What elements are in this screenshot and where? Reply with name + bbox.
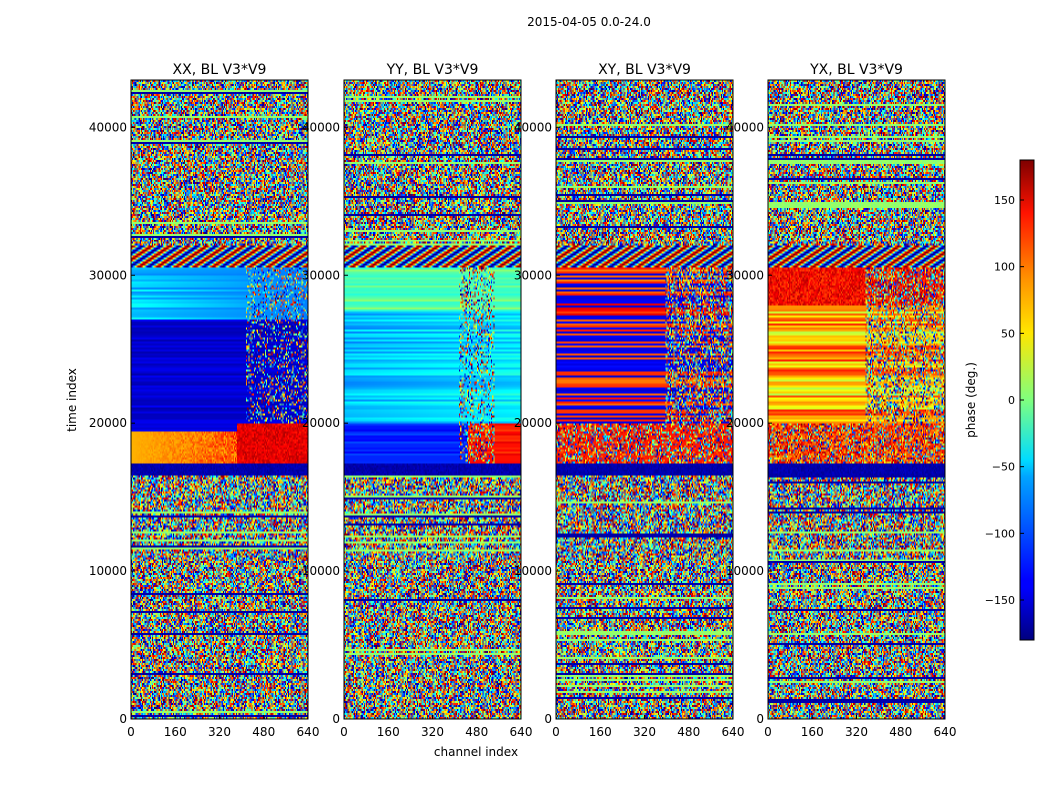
x-tick-label: 480 — [889, 725, 912, 739]
x-tick-label: 320 — [421, 725, 444, 739]
panels-group: XX, BL V3*V9 0 160 320 480 640 0 10000 20000 3000… — [89, 62, 957, 739]
y-tick-label: 20000 — [89, 416, 127, 430]
y-tick-label: 0 — [756, 712, 764, 726]
heatmap-xy — [556, 80, 733, 719]
x-tick-label: 0 — [552, 725, 560, 739]
x-tick-label: 160 — [801, 725, 824, 739]
y-tick-label: 30000 — [514, 268, 552, 282]
x-tick-label: 480 — [677, 725, 700, 739]
y-tick-label: 30000 — [89, 268, 127, 282]
x-tick-label: 640 — [510, 725, 533, 739]
colorbar-tick-label: 150 — [994, 194, 1015, 207]
y-tick-label: 10000 — [89, 564, 127, 578]
y-tick-label: 0 — [544, 712, 552, 726]
colorbar: −150 −100 −50 0 50 100 150 phase (deg.) — [964, 159, 1035, 641]
colorbar-tick-label: 100 — [994, 261, 1015, 274]
y-tick-label: 20000 — [302, 416, 340, 430]
y-tick-label: 40000 — [302, 120, 340, 134]
y-tick-label: 30000 — [726, 268, 764, 282]
x-tick-label: 0 — [340, 725, 348, 739]
colorbar-ticks: −150 −100 −50 0 50 100 150 — [985, 194, 1024, 607]
panel-title: YX, BL V3*V9 — [809, 62, 903, 78]
heatmap-yy — [344, 80, 521, 719]
y-tick-label: 30000 — [302, 268, 340, 282]
y-tick-label: 40000 — [726, 120, 764, 134]
x-tick-label: 160 — [589, 725, 612, 739]
figure-suptitle: 2015-04-05 0.0-24.0 — [527, 15, 651, 29]
y-tick-label: 10000 — [302, 564, 340, 578]
y-tick-label: 40000 — [514, 120, 552, 134]
y-tick-label: 20000 — [514, 416, 552, 430]
x-tick-label: 640 — [722, 725, 745, 739]
colorbar-tick-label: 50 — [1001, 327, 1015, 340]
panel-xx: XX, BL V3*V9 0 160 320 480 640 0 10000 20000 3000… — [89, 62, 320, 739]
colorbar-label: phase (deg.) — [964, 362, 978, 438]
x-tick-label: 640 — [297, 725, 320, 739]
y-tick-label: 10000 — [514, 564, 552, 578]
x-tick-label: 160 — [377, 725, 400, 739]
heatmap-xx — [131, 80, 308, 719]
panel-title: XX, BL V3*V9 — [173, 62, 267, 78]
y-tick-label: 10000 — [726, 564, 764, 578]
x-tick-label: 160 — [164, 725, 187, 739]
y-tick-label: 40000 — [89, 120, 127, 134]
x-tick-label: 480 — [465, 725, 488, 739]
heatmap-yx — [768, 80, 945, 719]
x-axis-label: channel index — [434, 745, 518, 759]
y-tick-label: 0 — [332, 712, 340, 726]
colorbar-tick-label: 0 — [1008, 394, 1015, 407]
y-axis-label: time index — [65, 368, 79, 432]
y-tick-label: 20000 — [726, 416, 764, 430]
x-tick-label: 0 — [127, 725, 135, 739]
panel-xy: XY, BL V3*V9 0 160 320 480 640 0 10000 20000 3000… — [514, 62, 745, 739]
panel-title: XY, BL V3*V9 — [598, 62, 691, 78]
panel-title: YY, BL V3*V9 — [386, 62, 479, 78]
colorbar-tick-label: −100 — [985, 527, 1015, 540]
colorbar-tick-label: −150 — [985, 594, 1015, 607]
panel-yy: YY, BL V3*V9 0 160 320 480 640 0 10000 20000 3000… — [302, 62, 533, 739]
x-tick-label: 320 — [633, 725, 656, 739]
x-tick-label: 0 — [764, 725, 772, 739]
colorbar-tick-label: −50 — [992, 461, 1015, 474]
x-tick-label: 320 — [845, 725, 868, 739]
y-tick-label: 0 — [119, 712, 127, 726]
x-tick-label: 480 — [252, 725, 275, 739]
panel-yx: YX, BL V3*V9 0 160 320 480 640 0 10000 20000 3000… — [726, 62, 957, 739]
x-tick-label: 640 — [934, 725, 957, 739]
x-tick-label: 320 — [208, 725, 231, 739]
